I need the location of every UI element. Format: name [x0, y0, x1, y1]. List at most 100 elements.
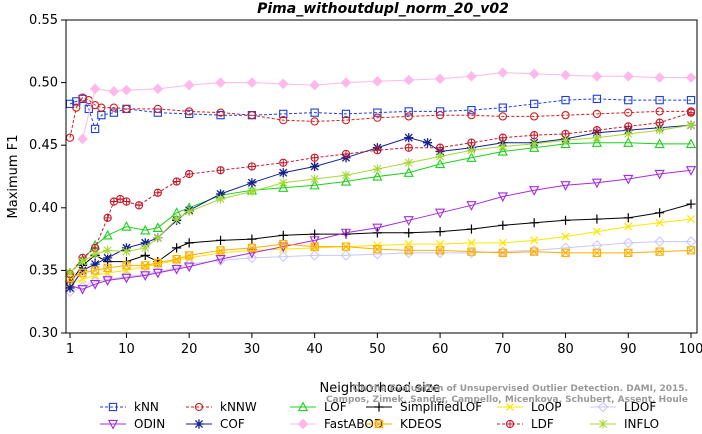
point-kdeos-cross	[342, 242, 350, 251]
x-tick-label: 70	[495, 342, 512, 357]
point-kdeos-cross	[141, 261, 150, 270]
point-kdeos	[686, 246, 696, 255]
series-line-knn	[69, 98, 691, 131]
x-tick-label: 30	[244, 342, 261, 357]
point-simplifiedlof	[310, 229, 320, 239]
legend-label-fastabod: FastABOD	[324, 417, 383, 431]
point-knnw	[310, 117, 319, 126]
series-line-fastabod	[82, 72, 691, 140]
legend-label-cof: COF	[220, 417, 245, 431]
point-lof	[403, 167, 414, 177]
point-fastabod	[372, 76, 383, 87]
series-line-knnw	[69, 96, 691, 138]
point-knnw	[404, 112, 413, 121]
point-knn	[498, 103, 507, 112]
point-ldf-plus	[154, 189, 162, 197]
y-tick-label: 0.55	[29, 13, 58, 28]
chart-title: Pima_withoutdupl_norm_20_v02	[257, 1, 509, 17]
point-kdeos	[141, 261, 150, 270]
point-kdeos	[122, 261, 131, 270]
legend-marker-cof	[194, 419, 204, 429]
point-knnw	[561, 111, 570, 120]
legend-label-inflo: INFLO	[624, 417, 659, 431]
x-tick-label: 80	[557, 342, 574, 357]
point-ldf-plus	[248, 162, 256, 171]
point-ldof	[340, 249, 352, 261]
point-kdeos-cross	[172, 255, 181, 264]
point-ldf-plus	[373, 146, 381, 154]
point-simplifiedlof	[498, 220, 508, 230]
point-lof	[372, 170, 383, 181]
x-axis-title: Neighborhood size	[320, 381, 441, 396]
point-knnw	[153, 104, 162, 114]
point-odin	[102, 276, 113, 286]
point-knnw	[373, 113, 382, 122]
legend-label-odin: ODIN	[134, 417, 165, 431]
point-fastabod	[89, 83, 101, 95]
point-knnw	[216, 108, 225, 117]
point-loop	[467, 238, 476, 247]
point-simplifiedlof	[215, 235, 226, 245]
point-cof	[90, 259, 100, 269]
point-simplifiedlof	[623, 213, 633, 223]
point-loop	[561, 232, 570, 241]
point-inflo	[184, 206, 194, 217]
y-tick-label: 0.30	[29, 326, 58, 341]
point-kdeos	[467, 247, 476, 256]
point-ldf-plus	[436, 144, 444, 152]
point-kdeos	[498, 248, 507, 258]
point-fastabod	[152, 83, 164, 95]
point-knn	[655, 95, 664, 105]
point-ldof	[277, 251, 289, 263]
point-lof	[340, 175, 352, 186]
point-fastabod	[622, 71, 634, 82]
point-inflo	[215, 194, 226, 204]
point-kdeos	[655, 247, 664, 256]
legend-item-odin: ODIN	[100, 417, 165, 431]
point-lof	[529, 142, 540, 152]
point-lof	[560, 138, 571, 149]
y-tick-label: 0.40	[29, 201, 58, 216]
point-ldf-plus	[122, 197, 131, 206]
legend-item-cof: COF	[186, 417, 245, 431]
series-fastabod	[77, 67, 697, 145]
point-knnw	[435, 111, 445, 120]
point-knn	[90, 124, 100, 134]
point-kdeos	[247, 243, 257, 253]
point-odin	[184, 262, 195, 273]
point-knn	[686, 95, 696, 105]
point-lof	[466, 152, 477, 162]
point-odin	[215, 254, 226, 265]
x-tick-label: 10	[118, 342, 135, 357]
point-knn	[310, 108, 319, 117]
point-inflo	[529, 139, 539, 149]
point-cof	[247, 178, 257, 188]
point-ldof	[685, 236, 697, 247]
point-lof	[685, 138, 697, 149]
point-kdeos-cross	[687, 246, 695, 255]
point-loop	[655, 218, 664, 227]
point-ldf-plus	[185, 170, 193, 178]
series-odin	[64, 166, 697, 295]
point-fastabod	[434, 73, 446, 85]
point-knnw	[592, 109, 602, 119]
point-ldf-plus	[104, 214, 112, 222]
point-ldof	[246, 252, 258, 264]
point-knn	[216, 111, 225, 120]
point-simplifiedlof	[435, 226, 445, 237]
x-tick-label: 100	[679, 342, 702, 357]
point-lof	[497, 145, 508, 156]
point-knnw	[247, 111, 257, 120]
point-lof	[102, 229, 113, 240]
point-odin	[529, 186, 540, 196]
point-ldf-plus	[656, 119, 664, 127]
point-simplifiedlof	[466, 224, 477, 234]
point-kdeos-cross	[592, 248, 601, 257]
legend-marker-simplifiedlof	[374, 402, 384, 412]
point-inflo	[435, 151, 445, 162]
point-odin	[654, 169, 665, 180]
legend-item-simplifiedlof: SimplifiedLOF	[366, 400, 482, 414]
point-simplifiedlof	[592, 214, 602, 224]
point-kdeos	[530, 247, 539, 256]
point-knn	[561, 95, 570, 105]
